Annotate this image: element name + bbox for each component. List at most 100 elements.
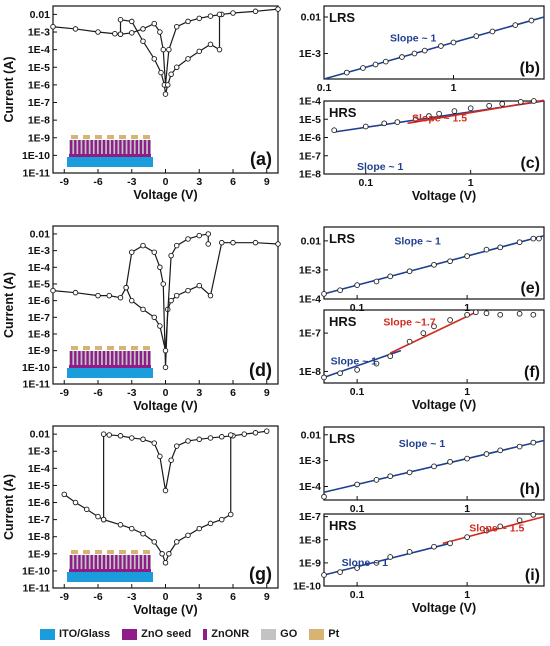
znonr-rod bbox=[111, 351, 114, 365]
iv-data-point bbox=[162, 487, 169, 494]
legend-item-go: GO bbox=[261, 628, 297, 640]
iv-data-point bbox=[207, 520, 214, 527]
iv-data-point bbox=[218, 516, 225, 523]
data-point bbox=[321, 374, 327, 381]
data-point bbox=[373, 360, 380, 367]
znonr-rod bbox=[119, 555, 122, 569]
legend-item-pt: Pt bbox=[309, 628, 339, 640]
data-point bbox=[499, 100, 506, 107]
znonr-rod bbox=[147, 351, 151, 365]
ito-glass-layer bbox=[67, 368, 153, 378]
iv-data-point bbox=[264, 428, 270, 434]
y-tick-label: 1E-9 bbox=[28, 132, 50, 144]
zno-seed-layer bbox=[69, 365, 151, 368]
iv-panel-a: 0.01 1E-3 1E-4 1E-5 1E-6 1E-7 1E-8 1E-9 1E-10 1E-… bbox=[2, 5, 281, 202]
fit-panel-h: 0.01 1E-3 1E-4 0.1 1 Slope ~ 1 LRS (h) bbox=[299, 426, 545, 515]
iv-data-point bbox=[162, 91, 169, 97]
panel-label: (h) bbox=[520, 481, 540, 498]
plot-frame bbox=[323, 226, 545, 300]
iv-data-point bbox=[196, 15, 202, 22]
data-point bbox=[536, 235, 542, 242]
panel-label: (g) bbox=[249, 564, 272, 584]
data-point bbox=[516, 443, 523, 450]
panel-label: (i) bbox=[525, 567, 540, 584]
iv-data-point bbox=[117, 16, 124, 23]
znonr-rod bbox=[98, 555, 102, 569]
data-point bbox=[321, 572, 327, 578]
znonr-rod bbox=[78, 555, 81, 569]
iv-data-point bbox=[196, 232, 202, 239]
iv-data-point bbox=[151, 440, 157, 446]
y-tick-label: 1E-8 bbox=[28, 328, 50, 340]
x-tick-label: 3 bbox=[196, 176, 202, 188]
znonr-rod bbox=[106, 140, 110, 154]
iv-data-point bbox=[185, 287, 191, 294]
iv-panel-d: 0.01 1E-3 1E-4 1E-5 1E-6 1E-7 1E-8 1E-9 1E-10 1E-… bbox=[2, 225, 281, 413]
panel-label: (c) bbox=[520, 155, 540, 172]
znonr-rod bbox=[115, 140, 118, 154]
data-point bbox=[406, 268, 413, 275]
y-tick-label: 1E-8 bbox=[299, 366, 321, 378]
pt-electrode bbox=[131, 135, 138, 139]
znonr-rod bbox=[111, 555, 114, 569]
pt-electrode bbox=[143, 550, 150, 554]
znonr-rod bbox=[119, 140, 122, 154]
y-tick-label: 1E-6 bbox=[28, 497, 50, 509]
data-point bbox=[447, 458, 453, 465]
data-point bbox=[486, 102, 492, 109]
zno-seed-swatch bbox=[122, 628, 138, 640]
iv-data-point bbox=[140, 306, 146, 313]
fit-slope-label: Slope ~ 1 bbox=[394, 236, 441, 248]
iv-data-point bbox=[207, 292, 214, 299]
data-point bbox=[321, 493, 327, 500]
znonr-rod bbox=[98, 351, 102, 365]
znonr-rod bbox=[82, 351, 85, 365]
iv-data-point bbox=[50, 287, 56, 294]
pt-electrode bbox=[71, 346, 78, 350]
data-point bbox=[530, 98, 537, 104]
iv-data-point bbox=[185, 56, 191, 62]
y-tick-label: 1E-3 bbox=[28, 245, 50, 257]
legend-label-pt: Pt bbox=[328, 628, 340, 640]
znonr-rod bbox=[90, 351, 93, 365]
pt-electrode bbox=[119, 550, 126, 554]
znonr-rod bbox=[135, 351, 138, 365]
znonr-rod bbox=[94, 140, 97, 154]
iv-data-point bbox=[159, 551, 165, 557]
znonr-rod bbox=[74, 140, 77, 154]
znonr-rod bbox=[143, 351, 147, 365]
data-point bbox=[331, 127, 338, 134]
iv-data-point bbox=[117, 31, 124, 37]
x-tick-label: 6 bbox=[230, 591, 236, 603]
iv-data-point bbox=[196, 48, 202, 55]
pt-electrode bbox=[95, 550, 102, 554]
znonr-rod bbox=[115, 351, 118, 365]
fit-slope-label: Slope ~ 1.5 bbox=[412, 113, 467, 125]
iv-data-point bbox=[166, 551, 172, 557]
fit-slope-label: Slope ~ 1 bbox=[399, 438, 446, 450]
znonr-rod bbox=[147, 140, 151, 154]
znonr-rod bbox=[135, 555, 138, 569]
data-point bbox=[420, 330, 427, 336]
data-point bbox=[530, 235, 537, 242]
iv-sweep-line bbox=[119, 14, 221, 95]
y-tick-label: 1E-8 bbox=[28, 531, 50, 543]
iv-data-point bbox=[227, 432, 234, 438]
pt-electrode bbox=[83, 135, 90, 139]
data-point bbox=[354, 282, 360, 288]
y-tick-label: 1E-10 bbox=[22, 362, 50, 374]
data-point bbox=[381, 120, 388, 127]
data-point bbox=[451, 108, 458, 114]
pt-electrode bbox=[71, 550, 78, 554]
data-point bbox=[483, 451, 490, 457]
y-tick-label: 1E-3 bbox=[28, 27, 50, 39]
x-tick-label: 1 bbox=[451, 82, 457, 94]
data-point bbox=[373, 278, 380, 285]
y-tick-label: 1E-7 bbox=[299, 328, 321, 340]
iv-data-point bbox=[95, 29, 101, 35]
znonr-rod bbox=[86, 140, 89, 154]
data-point bbox=[464, 455, 470, 462]
iv-data-point bbox=[140, 530, 146, 537]
data-point bbox=[431, 463, 437, 470]
